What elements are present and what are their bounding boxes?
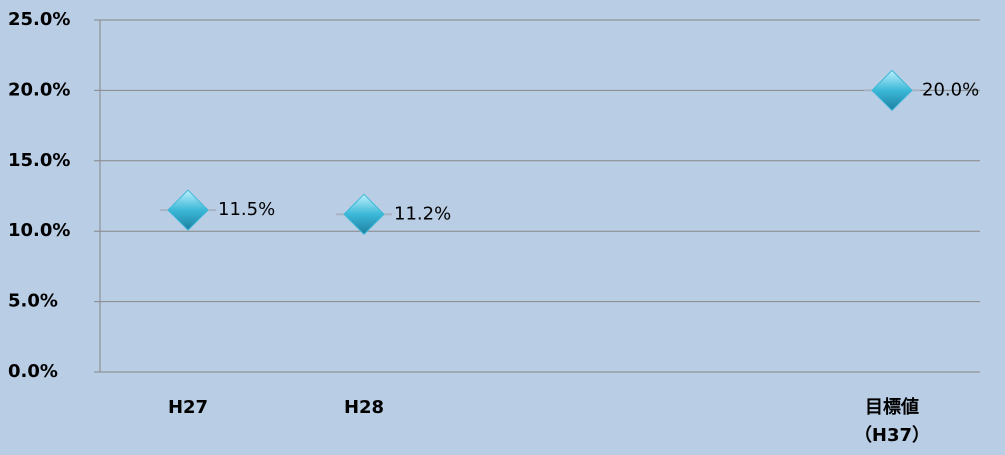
- y-tick-label: 25.0%: [8, 9, 70, 30]
- x-tick-label: 目標値 （H37）: [853, 397, 931, 446]
- data-label: 20.0%: [922, 79, 979, 100]
- data-point: [343, 193, 385, 236]
- x-tick-label: H27: [167, 397, 209, 418]
- data-point: [871, 69, 913, 112]
- data-point: [167, 189, 209, 231]
- y-tick-label: 5.0%: [8, 291, 58, 312]
- y-tick-label: 0.0%: [8, 361, 58, 382]
- y-tick-label: 20.0%: [8, 79, 70, 100]
- x-tick-label: H28: [343, 397, 385, 418]
- data-label: 11.2%: [394, 203, 451, 224]
- data-label: 11.5%: [218, 199, 275, 220]
- y-tick-label: 10.0%: [8, 220, 70, 241]
- y-tick-label: 15.0%: [8, 150, 70, 171]
